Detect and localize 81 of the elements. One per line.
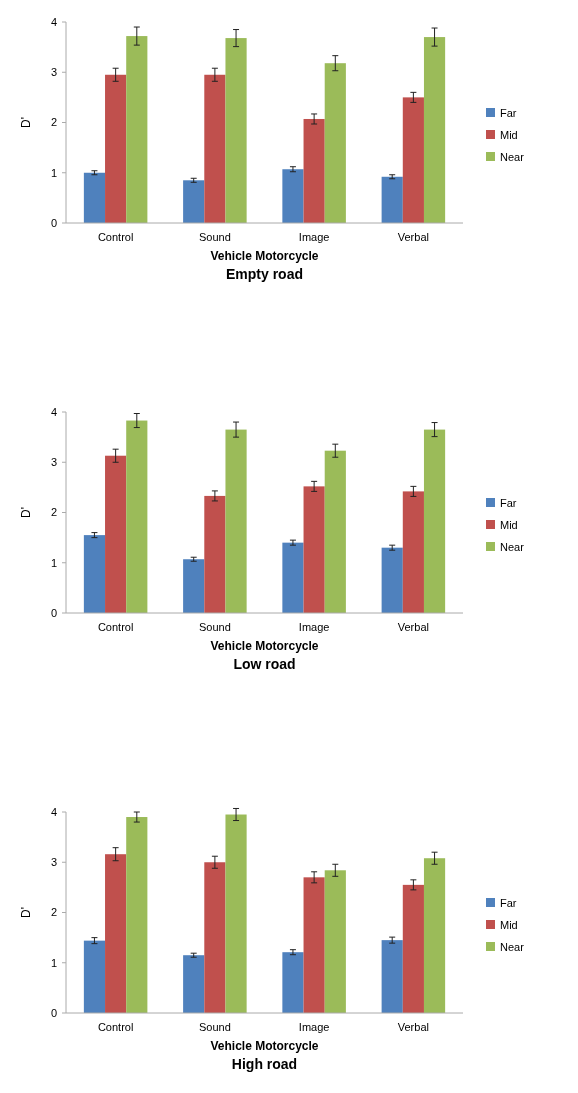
y-tick-label: 4 [50,805,57,818]
x-tick-label: Image [298,621,330,633]
bar [225,429,247,613]
bar [324,63,346,223]
y-tick-label: 3 [50,456,57,469]
x-tick-label: Sound [198,231,231,243]
x-tick-label: Sound [198,1021,231,1033]
bar [83,172,106,223]
text: Empty road [225,266,304,282]
x-tick-label: Verbal [397,231,429,243]
y-tick-label: 3 [50,856,57,869]
bar [126,420,148,613]
y-tick-label: 0 [50,606,57,619]
bar [381,940,403,1013]
bar [83,940,106,1013]
y-axis-title: D' [19,507,34,518]
x-tick-label: Verbal [397,621,429,633]
x-tick-label: Control [97,1021,134,1033]
y-tick-label: 2 [50,506,57,519]
legend-label: Mid [500,128,518,141]
bar [282,952,304,1013]
text: Low road [233,656,296,672]
bar [126,36,148,223]
legend-label: Far [500,496,517,509]
x-tick-label: Image [298,1021,330,1033]
y-tick-label: 1 [50,166,57,179]
bar [282,542,304,613]
bar [381,547,403,613]
bar [183,180,205,223]
bar [105,854,127,1013]
x-axis-title: Vehicle Motorcycle [210,1039,319,1053]
bar [303,486,325,613]
bar [423,858,446,1013]
bar [381,176,403,223]
text: High road [231,1056,298,1072]
y-tick-label: 1 [50,556,57,569]
bar [402,97,424,223]
x-tick-label: Sound [198,621,231,633]
legend-label: Mid [500,918,518,931]
y-tick-label: 1 [50,956,57,969]
bar [423,429,446,613]
x-tick-label: Control [97,231,134,243]
bar [282,169,304,223]
bar [204,495,226,613]
bar [204,74,226,223]
x-axis-title: Vehicle Motorcycle [210,639,319,653]
y-tick-label: 2 [50,906,57,919]
bar [183,955,205,1013]
bar [83,535,106,613]
legend-label: Mid [500,518,518,531]
y-tick-label: 2 [50,116,57,129]
legend-label: Near [500,150,525,163]
legend-label: Far [500,106,517,119]
bar [126,817,148,1013]
y-tick-label: 4 [50,405,57,418]
x-tick-label: Verbal [397,1021,429,1033]
x-tick-label: Image [298,231,330,243]
legend-label: Near [500,940,525,953]
y-tick-label: 0 [50,1006,57,1019]
y-tick-label: 4 [50,15,57,28]
bar [402,491,424,613]
x-tick-label: Control [97,621,134,633]
y-axis-title: D' [19,907,34,918]
bar [423,37,446,223]
bar [303,118,325,223]
bar [105,74,127,223]
legend-label: Far [500,896,517,909]
x-axis-title: Vehicle Motorcycle [210,249,319,263]
bar [225,814,247,1013]
bar [204,862,226,1013]
bar [225,38,247,223]
bar [183,559,205,613]
y-tick-label: 0 [50,216,57,229]
bar [105,455,127,613]
bar [324,870,346,1013]
y-tick-label: 3 [50,66,57,79]
bar [303,877,325,1013]
bar [324,450,346,613]
bar [402,884,424,1013]
y-axis-title: D' [19,117,34,128]
legend-label: Near [500,540,525,553]
